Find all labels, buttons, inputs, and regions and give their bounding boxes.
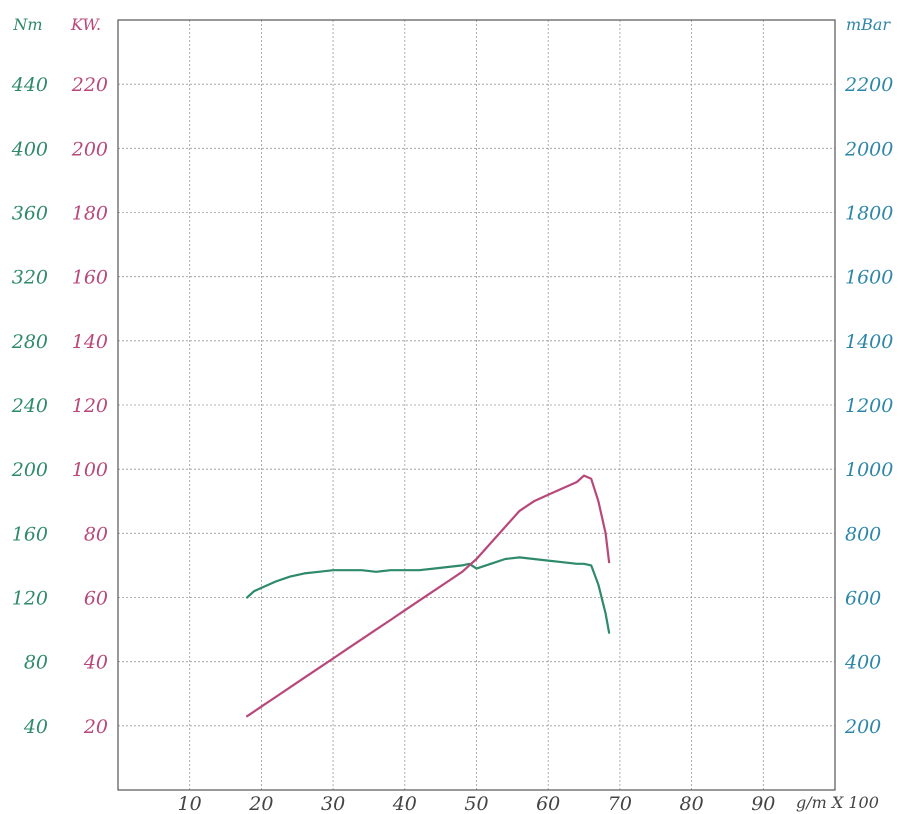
pressure-tick-label: 2200 <box>844 74 893 96</box>
power-tick-label: 60 <box>84 588 108 610</box>
torque-tick-label: 400 <box>11 138 48 160</box>
torque-tick-label: 200 <box>11 459 48 481</box>
pressure-tick-label: 1200 <box>845 395 893 417</box>
power-tick-label: 100 <box>72 459 108 481</box>
pressure-tick-label: 600 <box>845 588 881 610</box>
power-curve <box>246 474 611 718</box>
x-tick-label: 10 <box>178 793 202 814</box>
pressure-tick-label: 1800 <box>845 203 893 225</box>
x-tick-label: 90 <box>751 793 775 814</box>
pressure-tick-label: 1600 <box>845 267 893 289</box>
torque-tick-label: 80 <box>24 652 48 674</box>
power-tick-label: 40 <box>83 652 108 674</box>
power-tick-label: 120 <box>72 395 108 417</box>
power-tick-label: 160 <box>72 267 108 289</box>
power-tick-label: 140 <box>72 331 108 353</box>
power-tick-label: 80 <box>84 523 108 545</box>
x-tick-label: 50 <box>464 793 488 814</box>
grid-lines <box>118 20 835 790</box>
torque-unit-label: Nm <box>12 15 42 34</box>
torque-tick-label: 120 <box>12 588 48 610</box>
torque-curve <box>246 556 611 634</box>
power-tick-label: 180 <box>72 203 108 225</box>
pressure-tick-label: 1000 <box>845 459 893 481</box>
torque-tick-label: 320 <box>12 267 48 289</box>
pressure-tick-label: 400 <box>844 652 881 674</box>
torque-tick-label: 240 <box>11 395 48 417</box>
plot-frame <box>117 19 836 791</box>
tick-labels: 40 80 120 160 200 240 280 320 360 400 440 20 40 60 80 1… <box>11 74 894 814</box>
x-tick-label: 20 <box>248 793 273 814</box>
x-tick-label: 80 <box>680 793 704 814</box>
power-tick-label: 220 <box>71 74 108 96</box>
torque-tick-label: 360 <box>12 203 48 225</box>
power-unit-label: KW. <box>70 15 101 34</box>
pressure-tick-label: 1400 <box>845 331 893 353</box>
pressure-tick-label: 2000 <box>844 138 893 160</box>
pressure-tick-label: 200 <box>844 716 881 738</box>
series-layer <box>246 474 611 718</box>
torque-tick-label: 40 <box>23 716 48 738</box>
x-tick-label: 70 <box>608 793 632 814</box>
x-tick-label: 30 <box>321 793 345 814</box>
torque-tick-label: 280 <box>11 331 48 353</box>
x-tick-label: 40 <box>392 793 417 814</box>
pressure-tick-label: 800 <box>845 523 881 545</box>
torque-tick-label: 440 <box>11 74 48 96</box>
x-axis-label: g/m X 100 <box>796 793 879 812</box>
power-tick-label: 200 <box>71 138 108 160</box>
pressure-unit-label: mBar <box>846 15 891 34</box>
x-tick-label: 60 <box>536 793 560 814</box>
torque-tick-label: 160 <box>12 523 48 545</box>
power-tick-label: 20 <box>83 716 108 738</box>
